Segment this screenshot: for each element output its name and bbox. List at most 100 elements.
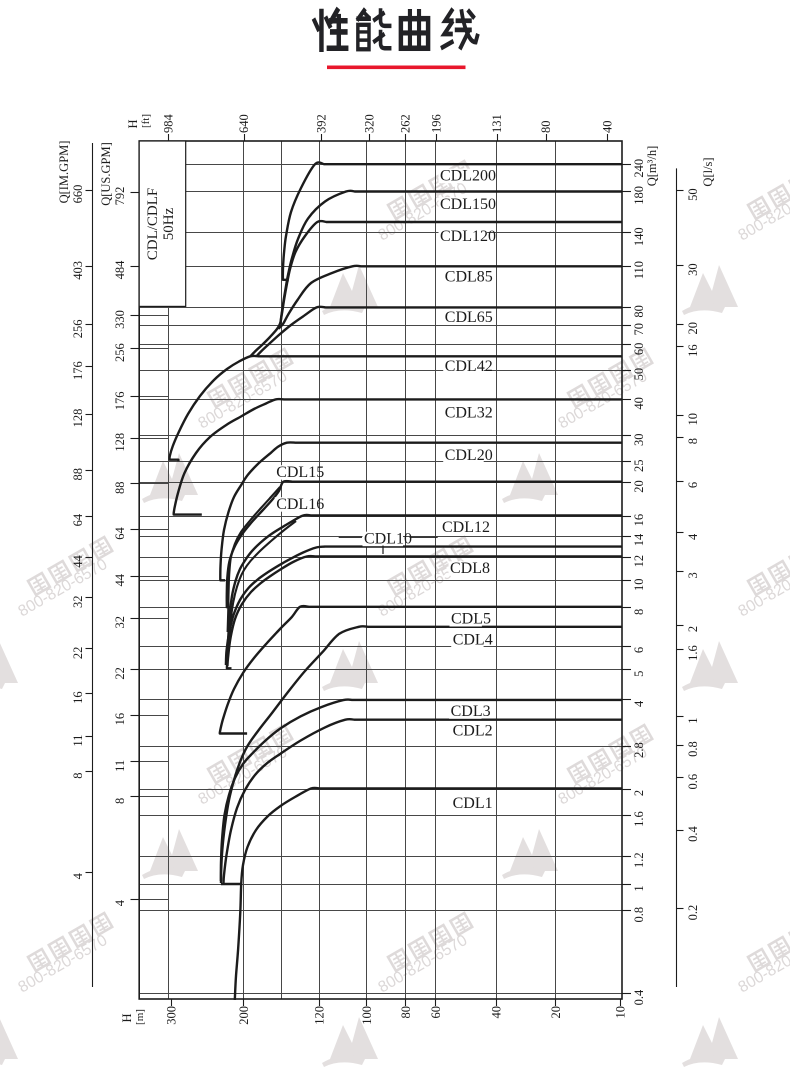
svg-text:8: 8 bbox=[113, 798, 127, 804]
svg-text:2: 2 bbox=[632, 790, 646, 796]
svg-text:22: 22 bbox=[71, 647, 85, 660]
svg-text:CDL1: CDL1 bbox=[453, 795, 493, 812]
svg-text:16: 16 bbox=[113, 713, 127, 726]
svg-text:Q[US.GPM]: Q[US.GPM] bbox=[99, 142, 113, 206]
svg-text:5: 5 bbox=[632, 671, 646, 677]
svg-text:11: 11 bbox=[113, 760, 127, 772]
svg-text:20: 20 bbox=[549, 1006, 563, 1019]
svg-text:16: 16 bbox=[632, 514, 646, 527]
svg-text:10: 10 bbox=[686, 413, 700, 426]
svg-text:2: 2 bbox=[686, 626, 700, 632]
svg-text:320: 320 bbox=[363, 114, 377, 133]
svg-text:330: 330 bbox=[113, 310, 127, 329]
svg-text:0.6: 0.6 bbox=[686, 774, 700, 790]
svg-text:984: 984 bbox=[162, 114, 176, 134]
svg-text:64: 64 bbox=[71, 513, 85, 526]
svg-text:0.2: 0.2 bbox=[686, 905, 700, 921]
svg-text:1.6: 1.6 bbox=[686, 645, 700, 661]
svg-text:256: 256 bbox=[113, 343, 127, 362]
svg-text:CDL20: CDL20 bbox=[445, 447, 493, 464]
svg-text:1.6: 1.6 bbox=[632, 811, 646, 827]
svg-text:3: 3 bbox=[686, 572, 700, 578]
svg-text:1: 1 bbox=[632, 885, 646, 891]
svg-text:CDL10: CDL10 bbox=[364, 530, 412, 547]
svg-text:140: 140 bbox=[632, 227, 646, 246]
svg-text:120: 120 bbox=[313, 1006, 327, 1025]
svg-text:100: 100 bbox=[360, 1006, 374, 1025]
svg-text:Q[IM.GPM]: Q[IM.GPM] bbox=[57, 141, 71, 204]
svg-text:20: 20 bbox=[632, 480, 646, 493]
svg-text:800-820-6570: 800-820-6570 bbox=[16, 556, 111, 621]
svg-text:262: 262 bbox=[398, 114, 412, 133]
svg-text:176: 176 bbox=[71, 361, 85, 380]
svg-text:10: 10 bbox=[632, 578, 646, 591]
svg-text:CDL2: CDL2 bbox=[453, 722, 493, 739]
svg-text:200: 200 bbox=[237, 1006, 251, 1025]
svg-text:80: 80 bbox=[632, 305, 646, 318]
svg-text:H: H bbox=[120, 1013, 134, 1022]
svg-text:40: 40 bbox=[601, 121, 615, 134]
svg-text:40: 40 bbox=[632, 397, 646, 410]
svg-text:640: 640 bbox=[237, 114, 251, 133]
svg-text:CDL65: CDL65 bbox=[445, 309, 493, 326]
svg-text:128: 128 bbox=[71, 409, 85, 428]
svg-text:196: 196 bbox=[429, 114, 443, 133]
svg-text:88: 88 bbox=[71, 468, 85, 481]
svg-text:16: 16 bbox=[71, 691, 85, 704]
svg-text:30: 30 bbox=[632, 434, 646, 447]
svg-text:12: 12 bbox=[632, 555, 646, 568]
svg-text:[ft]: [ft] bbox=[140, 114, 152, 128]
svg-text:CDL150: CDL150 bbox=[440, 196, 496, 213]
svg-text:14: 14 bbox=[632, 533, 646, 546]
svg-text:CDL12: CDL12 bbox=[442, 519, 490, 536]
svg-text:CDL32: CDL32 bbox=[445, 404, 493, 421]
svg-text:60: 60 bbox=[429, 1006, 443, 1019]
svg-text:Q[l/s]: Q[l/s] bbox=[701, 157, 715, 186]
svg-text:110: 110 bbox=[632, 261, 646, 279]
svg-text:128: 128 bbox=[113, 433, 127, 452]
svg-text:25: 25 bbox=[632, 459, 646, 472]
svg-text:800-820-6570: 800-820-6570 bbox=[16, 932, 111, 997]
svg-text:8: 8 bbox=[686, 438, 700, 444]
svg-text:1: 1 bbox=[686, 717, 700, 723]
svg-text:131: 131 bbox=[490, 114, 504, 133]
svg-text:CDL200: CDL200 bbox=[440, 167, 496, 184]
svg-text:H: H bbox=[126, 119, 140, 128]
svg-text:60: 60 bbox=[632, 343, 646, 356]
svg-text:44: 44 bbox=[71, 555, 85, 568]
svg-text:64: 64 bbox=[113, 527, 127, 540]
svg-text:CDL15: CDL15 bbox=[276, 464, 324, 481]
svg-text:484: 484 bbox=[113, 260, 127, 280]
svg-text:CDL3: CDL3 bbox=[451, 703, 491, 720]
svg-text:0.8: 0.8 bbox=[632, 907, 646, 923]
svg-text:32: 32 bbox=[71, 596, 85, 609]
svg-text:80: 80 bbox=[399, 1006, 413, 1019]
svg-text:20: 20 bbox=[686, 322, 700, 335]
svg-text:50Hz: 50Hz bbox=[161, 207, 177, 240]
svg-text:8: 8 bbox=[632, 609, 646, 615]
svg-text:CDL8: CDL8 bbox=[450, 560, 490, 577]
svg-text:180: 180 bbox=[632, 186, 646, 205]
svg-text:660: 660 bbox=[71, 185, 85, 204]
svg-text:30: 30 bbox=[686, 263, 700, 276]
svg-text:CDL/CDLF: CDL/CDLF bbox=[145, 188, 161, 261]
svg-text:CDL85: CDL85 bbox=[445, 268, 493, 285]
svg-text:CDL42: CDL42 bbox=[445, 358, 493, 375]
svg-text:88: 88 bbox=[113, 482, 127, 495]
svg-text:392: 392 bbox=[315, 114, 329, 133]
svg-text:22: 22 bbox=[113, 667, 127, 680]
svg-text:4: 4 bbox=[113, 899, 127, 906]
svg-text:240: 240 bbox=[632, 159, 646, 178]
svg-text:80: 80 bbox=[539, 121, 553, 134]
svg-text:50: 50 bbox=[686, 188, 700, 201]
svg-text:11: 11 bbox=[71, 735, 85, 747]
svg-text:10: 10 bbox=[614, 1006, 628, 1019]
svg-text:8: 8 bbox=[71, 772, 85, 778]
svg-text:1.2: 1.2 bbox=[632, 852, 646, 868]
svg-text:6: 6 bbox=[686, 482, 700, 488]
svg-text:6: 6 bbox=[632, 647, 646, 653]
svg-text:4: 4 bbox=[632, 700, 646, 707]
svg-text:CDL4: CDL4 bbox=[453, 632, 493, 649]
svg-text:16: 16 bbox=[686, 344, 700, 357]
svg-text:70: 70 bbox=[632, 323, 646, 336]
